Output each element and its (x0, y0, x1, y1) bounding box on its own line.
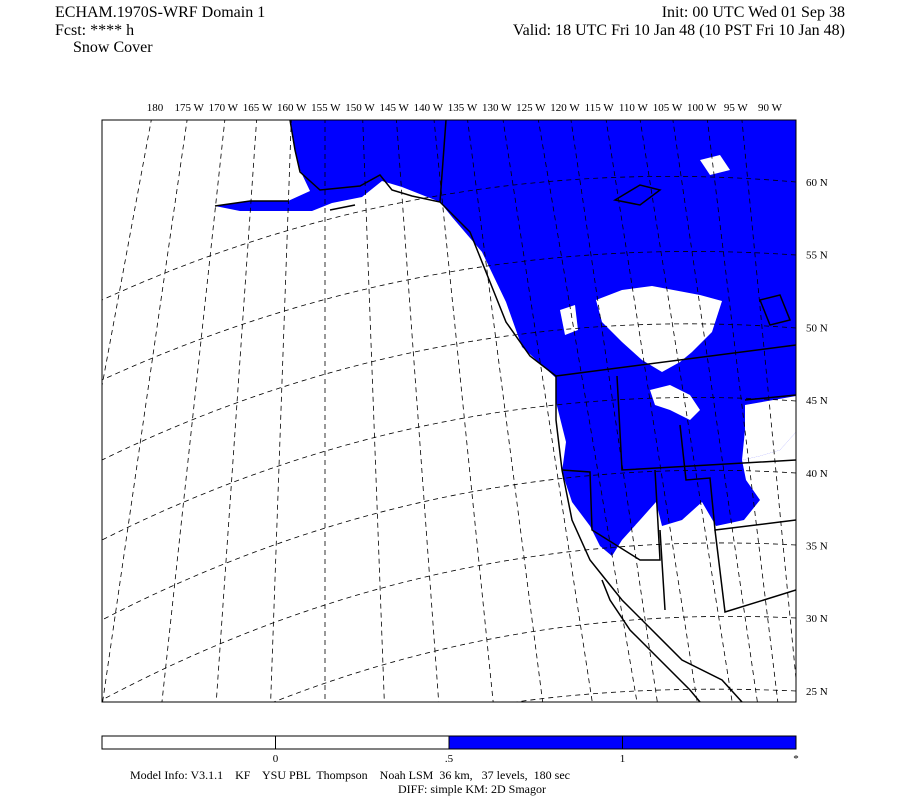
latitude-label: 25 N (806, 686, 828, 698)
longitude-label: 140 W (414, 102, 444, 114)
longitude-label: 180 (147, 102, 164, 114)
latitude-label: 45 N (806, 395, 828, 407)
longitude-label: 90 W (758, 102, 783, 114)
colorbar-tick-label: 0 (273, 753, 279, 765)
model-info: Model Info: V3.1.1 KF YSU PBL Thompson N… (130, 768, 570, 782)
longitude-label: 105 W (653, 102, 683, 114)
longitude-label: 170 W (209, 102, 239, 114)
longitude-label: 110 W (619, 102, 649, 114)
longitude-label: 135 W (448, 102, 478, 114)
diff-info: DIFF: simple KM: 2D Smagor (398, 782, 546, 796)
longitude-label: 120 W (550, 102, 580, 114)
longitude-label: 100 W (687, 102, 717, 114)
latitude-labels: 60 N 55 N 50 N 45 N 40 N 35 N 30 N 25 N (806, 177, 828, 698)
longitude-label: 160 W (277, 102, 307, 114)
latitude-label: 50 N (806, 322, 828, 334)
coastline (214, 120, 796, 702)
longitude-label: 145 W (379, 102, 409, 114)
snow-area (215, 120, 796, 556)
latitude-label: 30 N (806, 613, 828, 625)
longitude-label: 115 W (585, 102, 615, 114)
longitude-label: 95 W (724, 102, 749, 114)
map (102, 120, 796, 702)
valid-time: Valid: 18 UTC Fri 10 Jan 48 (10 PST Fri … (513, 22, 845, 39)
colorbar-tick-label: .5 (445, 753, 454, 765)
longitude-label: 165 W (243, 102, 273, 114)
longitude-label: 125 W (516, 102, 546, 114)
latitude-label: 55 N (806, 250, 828, 262)
latitude-label: 60 N (806, 177, 828, 189)
longitude-label: 175 W (174, 102, 204, 114)
latitude-label: 35 N (806, 541, 828, 553)
init-time: Init: 00 UTC Wed 01 Sep 38 (662, 4, 845, 21)
map-frame (101, 119, 797, 703)
title: ECHAM.1970S-WRF Domain 1 (55, 4, 265, 21)
longitude-label: 155 W (311, 102, 341, 114)
longitude-labels: 180 175 W 170 W 165 W 160 W 155 W 150 W 145 W 14… (147, 102, 783, 114)
longitude-label: 130 W (482, 102, 512, 114)
longitude-label: 150 W (345, 102, 375, 114)
field-name: Snow Cover (73, 39, 153, 56)
latitude-label: 40 N (806, 468, 828, 480)
snow-free-area (596, 286, 722, 372)
colorbar-tick-label: * (793, 753, 799, 765)
colorbar-tick-label: 1 (620, 753, 626, 765)
graticule (102, 120, 796, 702)
colorbar: 0 .5 1 * (101, 735, 799, 765)
forecast: Fcst: **** h (55, 22, 134, 39)
